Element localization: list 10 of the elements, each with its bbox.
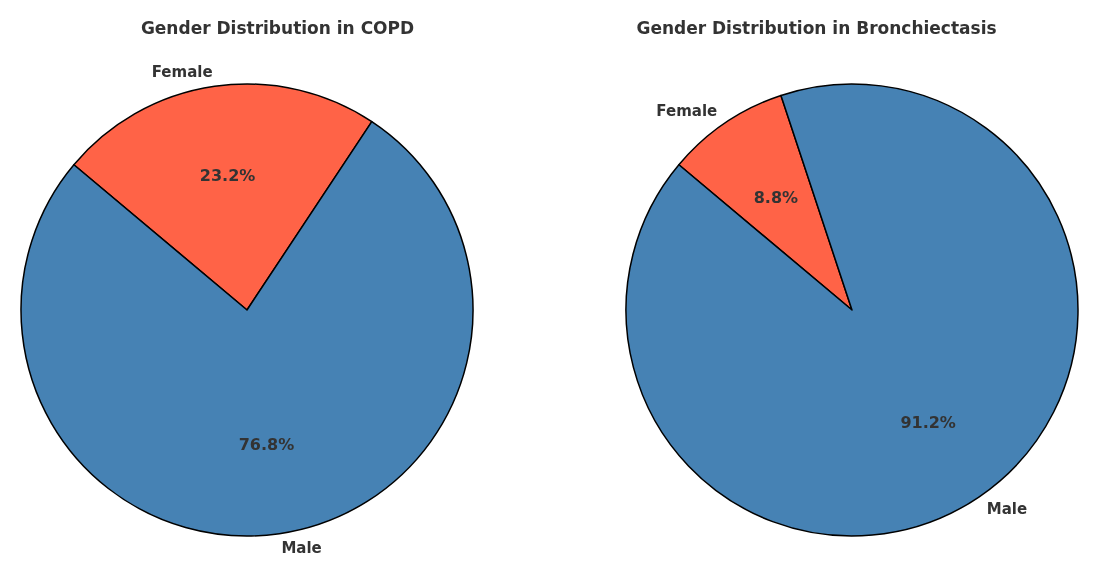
data-label: 91.2%: [900, 412, 956, 432]
data-label: 23.2%: [199, 166, 256, 186]
data-label: 8.8%: [753, 188, 799, 208]
data-label: 76.8%: [238, 434, 295, 454]
chart-title: Gender Distribution in Bronchiectasis: [636, 17, 997, 38]
chart-title: Gender Distribution in COPD: [140, 17, 415, 38]
slice-label: Male: [281, 538, 322, 557]
slice-label: Female: [656, 102, 718, 121]
slice-label: Female: [151, 63, 213, 82]
slice-label: Male: [986, 499, 1028, 518]
